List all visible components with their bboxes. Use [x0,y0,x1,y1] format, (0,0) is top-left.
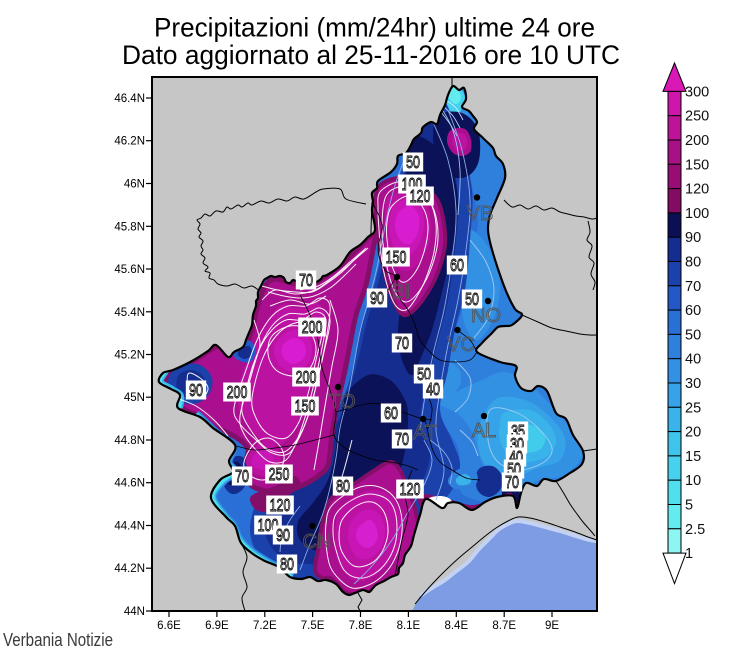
svg-text:NO: NO [471,305,501,327]
svg-text:150: 150 [295,396,316,416]
svg-text:44.8N: 44.8N [114,435,145,447]
svg-text:7.8E: 7.8E [349,620,373,632]
svg-text:44N: 44N [124,606,145,618]
svg-text:120: 120 [685,182,709,198]
svg-text:VC: VC [447,334,475,356]
svg-text:90: 90 [685,230,701,246]
svg-text:7.2E: 7.2E [253,620,277,632]
svg-text:6.6E: 6.6E [157,620,181,632]
svg-text:250: 250 [269,464,290,484]
svg-text:120: 120 [270,495,291,515]
svg-text:Precipitazioni (mm/24hr) ultim: Precipitazioni (mm/24hr) ultime 24 ore [154,13,595,43]
svg-text:BI: BI [392,281,411,303]
svg-text:50: 50 [417,364,431,384]
svg-text:8.1E: 8.1E [397,620,421,632]
svg-text:120: 120 [400,479,421,499]
svg-text:70: 70 [299,270,313,290]
svg-text:46.2N: 46.2N [114,136,145,148]
svg-text:46N: 46N [124,179,145,191]
svg-text:44.6N: 44.6N [114,478,145,490]
svg-text:60: 60 [450,255,464,275]
svg-text:300: 300 [685,84,709,100]
svg-text:AT: AT [413,422,437,444]
svg-text:40: 40 [685,352,701,368]
svg-text:50: 50 [685,327,701,343]
svg-text:1: 1 [685,546,693,562]
svg-text:6.9E: 6.9E [205,620,229,632]
svg-text:100: 100 [685,206,709,222]
svg-text:45.4N: 45.4N [114,307,145,319]
svg-text:90: 90 [189,380,203,400]
svg-text:50: 50 [406,152,420,172]
svg-text:VB: VB [467,203,494,225]
svg-text:45.2N: 45.2N [114,350,145,362]
svg-text:80: 80 [685,255,701,271]
svg-text:200: 200 [227,382,248,402]
svg-text:30: 30 [685,376,701,392]
svg-text:70: 70 [685,279,701,295]
svg-text:44.2N: 44.2N [114,563,145,575]
svg-text:20: 20 [685,425,701,441]
svg-text:70: 70 [505,472,519,492]
svg-text:8.7E: 8.7E [492,620,516,632]
svg-text:120: 120 [410,186,431,206]
svg-text:8.4E: 8.4E [444,620,468,632]
svg-text:70: 70 [395,333,409,353]
svg-text:AL: AL [472,420,496,442]
svg-text:200: 200 [685,133,709,149]
svg-text:150: 150 [386,247,407,267]
svg-text:45.6N: 45.6N [114,264,145,276]
svg-text:15: 15 [685,449,701,465]
svg-text:45N: 45N [124,392,145,404]
svg-text:TO: TO [328,391,355,413]
svg-text:10: 10 [685,473,701,489]
svg-text:7.5E: 7.5E [301,620,325,632]
svg-text:60: 60 [384,403,398,423]
svg-text:70: 70 [395,429,409,449]
svg-text:80: 80 [280,554,294,574]
svg-text:Dato aggiornato al 25-11-2016: Dato aggiornato al 25-11-2016 ore 10 UTC [122,40,620,70]
svg-text:250: 250 [685,109,709,125]
svg-text:2.5: 2.5 [685,522,705,538]
svg-text:9E: 9E [545,620,559,632]
svg-text:40: 40 [426,379,440,399]
svg-text:44.4N: 44.4N [114,521,145,533]
svg-text:Verbania Notizie: Verbania Notizie [3,630,113,650]
svg-text:50: 50 [465,289,479,309]
svg-text:200: 200 [296,367,317,387]
svg-text:45.8N: 45.8N [114,221,145,233]
svg-text:5: 5 [685,498,693,514]
svg-text:200: 200 [302,317,323,337]
svg-text:90: 90 [276,525,290,545]
svg-text:80: 80 [336,476,350,496]
svg-text:90: 90 [370,288,384,308]
svg-text:150: 150 [685,157,709,173]
svg-text:60: 60 [685,303,701,319]
svg-text:46.4N: 46.4N [114,93,145,105]
svg-text:25: 25 [685,400,701,416]
svg-text:CN: CN [303,531,332,553]
svg-text:70: 70 [235,466,249,486]
